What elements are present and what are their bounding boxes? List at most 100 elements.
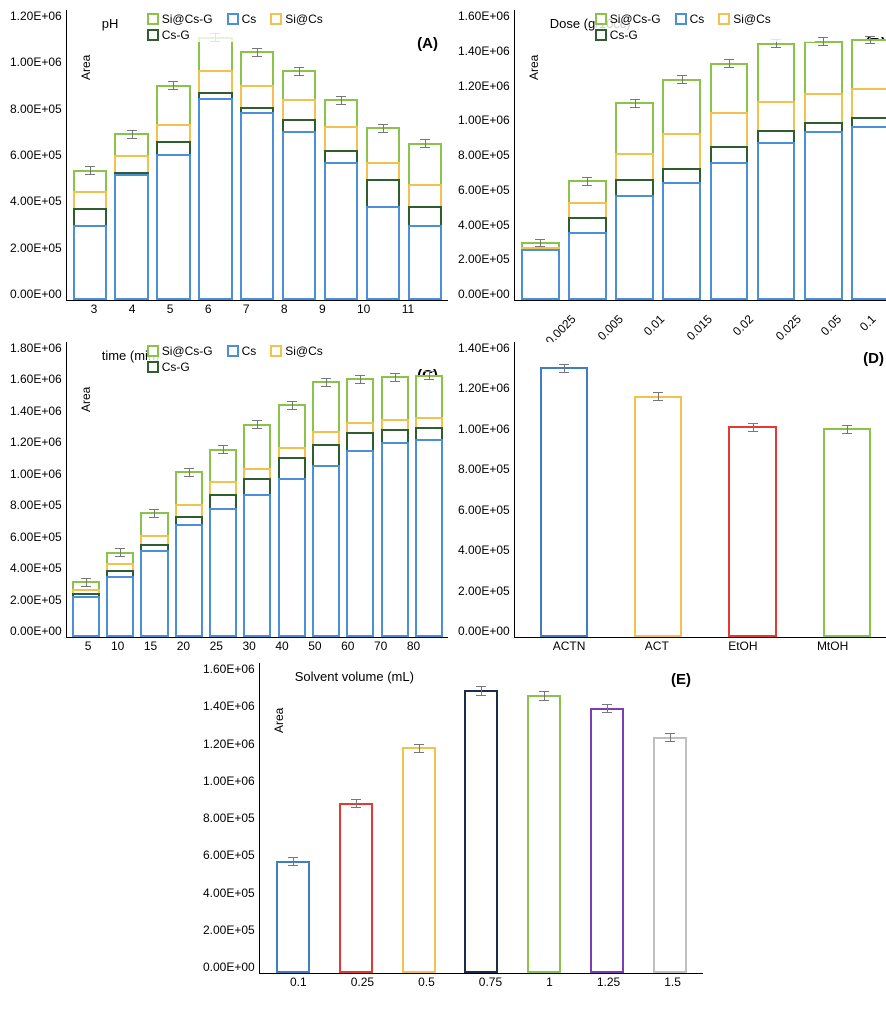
legend-swatch [270, 13, 282, 25]
y-tick-label: 1.60E+06 [10, 373, 62, 385]
y-tick-label: 1.20E+06 [458, 382, 510, 394]
y-tick-label: 4.00E+05 [203, 887, 255, 899]
bar-cluster [823, 342, 871, 637]
bar-cluster [346, 342, 374, 637]
error-bar [748, 423, 758, 432]
error-bar [378, 124, 388, 133]
y-tick-label: 1.60E+06 [458, 10, 510, 22]
error-bar [252, 420, 262, 429]
legend-label: Si@Cs [285, 344, 323, 358]
y-tick-label: 0.00E+00 [10, 288, 62, 300]
x-axis: 510152025304050607080 [75, 639, 430, 653]
bar [243, 494, 271, 637]
x-tick-label: 0.1 [290, 975, 307, 989]
x-axis: 34567891011 [75, 302, 430, 316]
bar-cluster [312, 342, 340, 637]
error-bar [127, 130, 137, 139]
bar-cluster [464, 663, 498, 973]
error-bar [602, 704, 612, 713]
x-tick-label: 8 [281, 302, 288, 316]
error-bar [115, 548, 125, 557]
x-tick-label: 10 [111, 639, 124, 653]
bar [381, 442, 409, 637]
x-tick-label: 10 [357, 302, 370, 316]
legend-item: Cs [675, 12, 705, 26]
y-tick-label: 4.00E+05 [10, 195, 62, 207]
bar-cluster [653, 663, 687, 973]
legend-label: Cs-G [610, 28, 638, 42]
error-bar [287, 401, 297, 410]
x-tick-label: 1.5 [664, 975, 681, 989]
panel-c: 1.80E+061.60E+061.40E+061.20E+061.00E+06… [10, 342, 448, 653]
bar-cluster [209, 342, 237, 637]
error-bar [677, 75, 687, 84]
y-tick-label: 0.00E+00 [10, 625, 62, 637]
bar [312, 465, 340, 637]
error-bar [630, 99, 640, 108]
x-tick-label: 3 [91, 302, 98, 316]
bar [198, 98, 232, 300]
bar [823, 428, 871, 637]
x-tick-label: 50 [308, 639, 321, 653]
bar [590, 708, 624, 973]
x-tick-label: 1 [546, 975, 553, 989]
legend-swatch [595, 13, 607, 25]
bar-cluster [140, 342, 168, 637]
y-tick-label: 1.00E+06 [10, 56, 62, 68]
x-tick-label: 6 [205, 302, 212, 316]
legend-item: Cs-G [147, 28, 190, 42]
bar-cluster [615, 10, 654, 300]
y-tick-label: 4.00E+05 [10, 562, 62, 574]
error-bar [842, 425, 852, 434]
legend-item: Si@Cs [270, 12, 323, 26]
error-bar [355, 375, 365, 384]
y-tick-label: 1.20E+06 [203, 738, 255, 750]
legend-item: Cs [227, 344, 257, 358]
panel-d: 1.40E+061.20E+061.00E+068.00E+056.00E+05… [458, 342, 886, 653]
x-tick-label: 60 [341, 639, 354, 653]
error-bar [149, 509, 159, 518]
x-tick-label: 20 [177, 639, 190, 653]
bar [72, 596, 100, 637]
panel-b: 1.60E+061.40E+061.20E+061.00E+068.00E+05… [458, 10, 886, 332]
bar-cluster [540, 342, 588, 637]
bar-cluster [851, 10, 886, 300]
bar-cluster [72, 342, 100, 637]
bar-cluster [278, 342, 306, 637]
error-bar [336, 96, 346, 105]
bar [156, 154, 190, 300]
error-bar [559, 364, 569, 373]
legend-label: Cs-G [162, 28, 190, 42]
y-tick-label: 2.00E+05 [10, 594, 62, 606]
bar-cluster [282, 10, 316, 300]
x-tick-label: EtOH [728, 639, 757, 653]
y-tick-label: 1.40E+06 [458, 342, 510, 354]
legend-swatch [227, 345, 239, 357]
x-tick-label: 5 [85, 639, 92, 653]
bar-cluster [804, 10, 843, 300]
bar [804, 131, 843, 300]
legend-label: Cs [242, 344, 257, 358]
error-bar [168, 81, 178, 90]
y-axis: 1.60E+061.40E+061.20E+061.00E+068.00E+05… [203, 663, 259, 973]
x-tick-label: 9 [319, 302, 326, 316]
x-tick-label: 11 [402, 302, 414, 316]
bar-cluster [662, 10, 701, 300]
bars-row [67, 10, 448, 300]
bar [324, 162, 358, 300]
plot-area: Area(D) [514, 342, 886, 638]
bar [175, 524, 203, 637]
y-tick-label: 8.00E+05 [203, 812, 255, 824]
x-tick-label: 40 [275, 639, 288, 653]
x-tick-label: 5 [167, 302, 174, 316]
y-axis: 1.20E+061.00E+068.00E+056.00E+054.00E+05… [10, 10, 66, 300]
error-bar [424, 371, 434, 380]
y-tick-label: 6.00E+05 [458, 184, 510, 196]
bar-cluster [402, 663, 436, 973]
bar [464, 690, 498, 973]
bars-row [515, 342, 886, 637]
panel-e: 1.60E+061.40E+061.20E+061.00E+068.00E+05… [203, 663, 703, 989]
bar-cluster [728, 342, 776, 637]
x-tick-label: 0.1 [857, 312, 886, 345]
bar [408, 225, 442, 300]
